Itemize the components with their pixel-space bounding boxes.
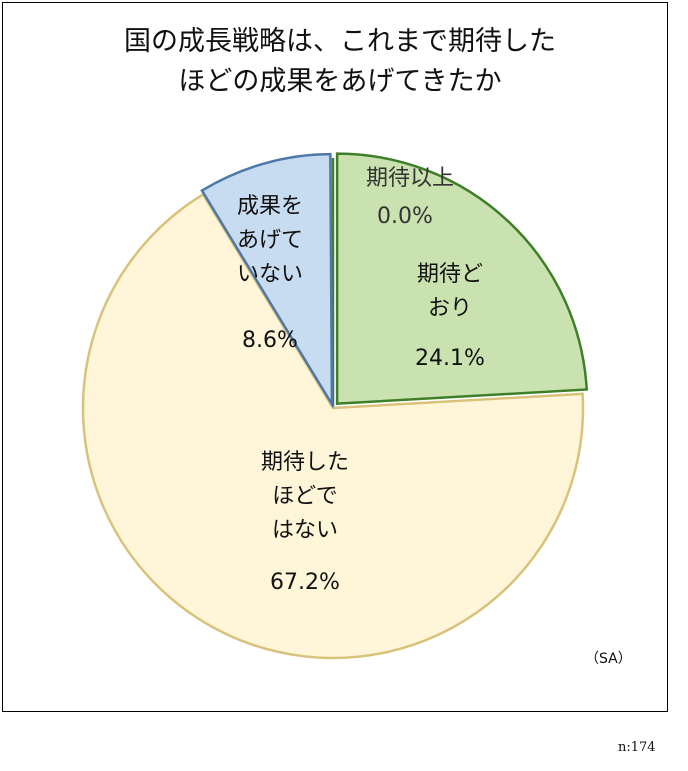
slice-label: 期待した ほどで はない: [260, 450, 350, 543]
slice-label: 期待ど おり: [416, 262, 484, 321]
pie-slice: [81, 192, 585, 660]
sample-size: n:174: [618, 740, 656, 755]
pie-slice: [200, 152, 334, 409]
note: （SA）: [585, 651, 632, 667]
value-label: 67.2%: [270, 570, 340, 595]
value-label: 24.1%: [415, 346, 485, 371]
value-label: 0.0%: [377, 204, 433, 229]
slice-label: 期待以上: [365, 166, 455, 191]
chart-title: 国の成長戦略は、これまで期待した ほどの成果をあげてきたか: [124, 26, 556, 97]
chart-frame: [2, 2, 668, 712]
slice-label: 成果を あげて いない: [236, 194, 304, 287]
pie-slice: [335, 152, 589, 405]
value-label: 8.6%: [242, 328, 298, 353]
